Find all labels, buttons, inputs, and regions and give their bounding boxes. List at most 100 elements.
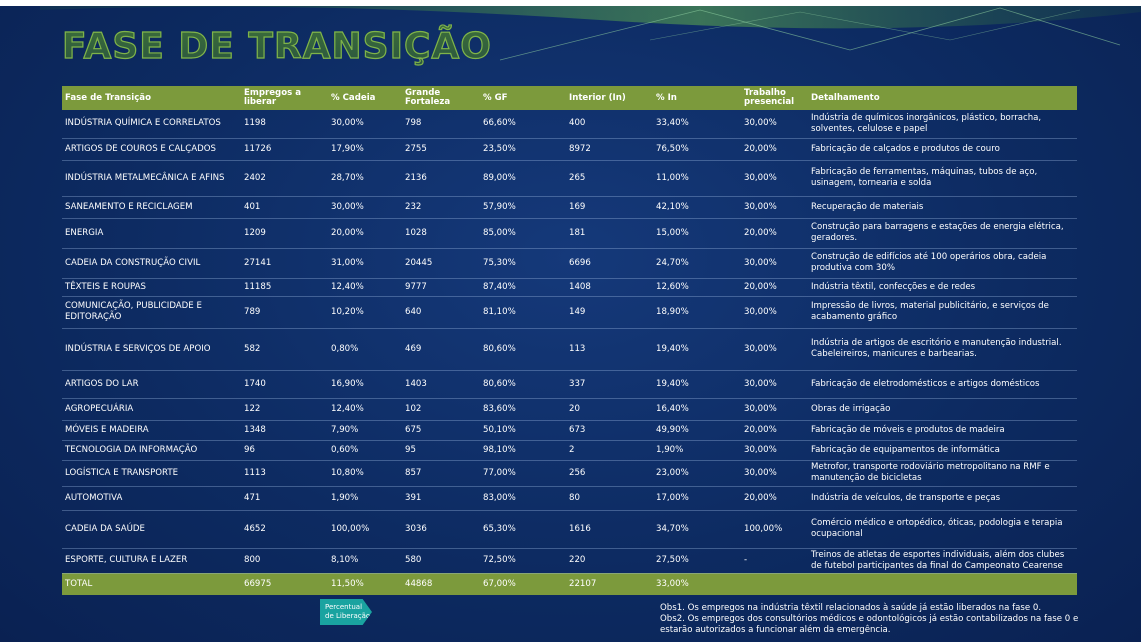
table-cell: 12,40% bbox=[328, 278, 402, 297]
table-row: CADEIA DA SAÚDE 4652 100,00% 3036 65,30% 1616… bbox=[62, 510, 1077, 549]
table-cell: 95 bbox=[402, 440, 480, 461]
table-cell: 96 bbox=[241, 440, 328, 461]
table-cell: Fabricação de calçados e produtos de cou… bbox=[808, 138, 1077, 161]
table-cell: 30,00% bbox=[741, 328, 808, 371]
table-cell: 1113 bbox=[241, 460, 328, 487]
table-cell: 30,00% bbox=[741, 196, 808, 219]
table-cell: 85,00% bbox=[480, 218, 566, 249]
table-cell: 18,90% bbox=[653, 296, 741, 329]
table-cell: INDÚSTRIA E SERVIÇOS DE APOIO bbox=[62, 328, 241, 371]
table-cell: 28,70% bbox=[328, 160, 402, 197]
table-cell: 17,00% bbox=[653, 486, 741, 511]
header-row: Fase de Transição Empregos a liberar% Cad… bbox=[62, 86, 1077, 110]
table-row: AUTOMOTIVA 471 1,90% 391 83,00% 80 17,00% 20,00… bbox=[62, 486, 1077, 511]
column-header: Interior (In) bbox=[566, 86, 653, 110]
table-row: INDÚSTRIA METALMECÂNICA E AFINS 2402 28,70… bbox=[62, 160, 1077, 197]
table-cell: 20,00% bbox=[741, 278, 808, 297]
table-cell: 16,90% bbox=[328, 370, 402, 399]
table-cell: LOGÍSTICA E TRANSPORTE bbox=[62, 460, 241, 487]
table-cell: 8972 bbox=[566, 138, 653, 161]
table-cell: 80,60% bbox=[480, 370, 566, 399]
table-cell: 401 bbox=[241, 196, 328, 219]
table-row: COMUNICAÇÃO, PUBLICIDADE E EDITORAÇÃO 789… bbox=[62, 296, 1077, 329]
note: Obs2. Os empregos dos consultórios médic… bbox=[660, 614, 1079, 635]
table-cell: 30,00% bbox=[741, 296, 808, 329]
table-cell: ESPORTE, CULTURA E LAZER bbox=[62, 548, 241, 574]
total-cell: 67,00% bbox=[480, 573, 566, 595]
table-cell: 20,00% bbox=[741, 486, 808, 511]
table-cell: 1,90% bbox=[653, 440, 741, 461]
table-cell: Indústria têxtil, confecções e de redes bbox=[808, 278, 1077, 297]
table-cell: 256 bbox=[566, 460, 653, 487]
table-cell: 30,00% bbox=[741, 440, 808, 461]
table-row: SANEAMENTO E RECICLAGEM 401 30,00% 232 57,90… bbox=[62, 196, 1077, 219]
table-cell: ENERGIA bbox=[62, 218, 241, 249]
total-cell: 33,00% bbox=[653, 573, 741, 595]
table-cell: 11726 bbox=[241, 138, 328, 161]
table-cell: 220 bbox=[566, 548, 653, 574]
table-row: CADEIA DA CONSTRUÇÃO CIVIL 27141 31,00% 204… bbox=[62, 248, 1077, 279]
table-cell: 2 bbox=[566, 440, 653, 461]
table-row: AGROPECUÁRIA 122 12,40% 102 83,60% 20 16,40% 30… bbox=[62, 398, 1077, 421]
table-row: ARTIGOS DO LAR 1740 16,90% 1403 80,60% 337 19,… bbox=[62, 370, 1077, 399]
table-cell: 1209 bbox=[241, 218, 328, 249]
table-cell: 469 bbox=[402, 328, 480, 371]
table-cell: 181 bbox=[566, 218, 653, 249]
table-cell: 113 bbox=[566, 328, 653, 371]
table-cell: 100,00% bbox=[328, 510, 402, 549]
table-cell: Treinos de atletas de esportes individua… bbox=[808, 548, 1077, 574]
table-cell: 30,00% bbox=[328, 110, 402, 139]
table-cell: COMUNICAÇÃO, PUBLICIDADE E EDITORAÇÃO bbox=[62, 296, 241, 329]
table-cell: 1198 bbox=[241, 110, 328, 139]
table-cell: 83,60% bbox=[480, 398, 566, 421]
table-cell: 391 bbox=[402, 486, 480, 511]
table-cell: 20,00% bbox=[741, 218, 808, 249]
table-cell: Fabricação de móveis e produtos de madei… bbox=[808, 420, 1077, 441]
total-cell bbox=[808, 573, 1077, 595]
table-cell: 49,90% bbox=[653, 420, 741, 441]
table-row: TECNOLOGIA DA INFORMAÇÃO 96 0,60% 95 98,10% 2… bbox=[62, 440, 1077, 461]
table-cell: 11,00% bbox=[653, 160, 741, 197]
table-row: ARTIGOS DE COUROS E CALÇADOS 11726 17,90% 2… bbox=[62, 138, 1077, 161]
table-cell: Fabricação de equipamentos de informátic… bbox=[808, 440, 1077, 461]
table-cell: 20,00% bbox=[741, 420, 808, 441]
table-cell: 337 bbox=[566, 370, 653, 399]
table-cell: TÊXTEIS E ROUPAS bbox=[62, 278, 241, 297]
table-cell: Fabricação de ferramentas, máquinas, tub… bbox=[808, 160, 1077, 197]
table-cell: 30,00% bbox=[741, 460, 808, 487]
table-cell: 0,60% bbox=[328, 440, 402, 461]
table-cell: 27141 bbox=[241, 248, 328, 279]
table-row: ENERGIA 1209 20,00% 1028 85,00% 181 15,00% 20,0… bbox=[62, 218, 1077, 249]
notes: Obs1. Os empregos na indústria têxtil re… bbox=[660, 603, 1080, 636]
total-cell bbox=[741, 573, 808, 595]
column-header: Grande Fortaleza bbox=[402, 86, 480, 110]
table-cell: 57,90% bbox=[480, 196, 566, 219]
table-cell: 80,60% bbox=[480, 328, 566, 371]
table-cell: 31,00% bbox=[328, 248, 402, 279]
table-cell: 1348 bbox=[241, 420, 328, 441]
table-cell: AGROPECUÁRIA bbox=[62, 398, 241, 421]
table-cell: 20,00% bbox=[328, 218, 402, 249]
table-cell: CADEIA DA CONSTRUÇÃO CIVIL bbox=[62, 248, 241, 279]
table-cell: 20 bbox=[566, 398, 653, 421]
total-cell: TOTAL bbox=[62, 573, 241, 595]
table-cell: 30,00% bbox=[741, 160, 808, 197]
table-cell: 857 bbox=[402, 460, 480, 487]
table-cell: 675 bbox=[402, 420, 480, 441]
table-cell: ARTIGOS DE COUROS E CALÇADOS bbox=[62, 138, 241, 161]
column-header: Trabalho presencial bbox=[741, 86, 808, 110]
column-header: Detalhamento bbox=[808, 86, 1077, 110]
column-header: % In bbox=[653, 86, 741, 110]
table-cell: 1403 bbox=[402, 370, 480, 399]
table-cell: 100,00% bbox=[741, 510, 808, 549]
table-cell: 17,90% bbox=[328, 138, 402, 161]
table-cell: 27,50% bbox=[653, 548, 741, 574]
table-cell: 75,30% bbox=[480, 248, 566, 279]
table-cell: 81,10% bbox=[480, 296, 566, 329]
table-cell: Indústria de artigos de escritório e man… bbox=[808, 328, 1077, 371]
total-cell: 22107 bbox=[566, 573, 653, 595]
total-cell: 66975 bbox=[241, 573, 328, 595]
table-cell: Indústria de químicos inorgânicos, plást… bbox=[808, 110, 1077, 139]
table-cell: 10,80% bbox=[328, 460, 402, 487]
